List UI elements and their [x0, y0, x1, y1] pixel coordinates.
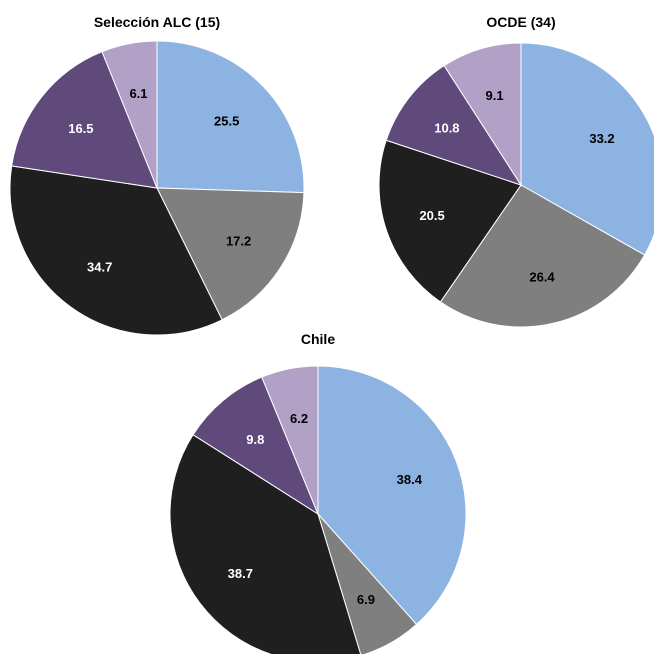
- slice-data-label: 6.1: [129, 86, 147, 101]
- slice-data-label: 10.8: [434, 121, 459, 136]
- pie-slice: [11, 51, 158, 189]
- slice-data-label: 25.5: [214, 114, 239, 129]
- slice-data-label: 38.7: [228, 566, 253, 581]
- slice-data-label: 38.4: [397, 472, 423, 487]
- pie-slice: [156, 187, 305, 321]
- pie-slice: [9, 165, 223, 336]
- pie-ocde: 33.2 26.4 20.5 10.8 9.1: [378, 42, 654, 328]
- slice-data-label: 6.2: [290, 411, 308, 426]
- pie-slice: [261, 365, 319, 515]
- slice-data-label: 9.8: [246, 432, 264, 447]
- pie-seleccion-alc: 25.5 17.2 34.7 16.5 6.1: [9, 40, 305, 336]
- slice-data-label: 17.2: [226, 234, 251, 249]
- slice-data-label: 20.5: [419, 208, 444, 223]
- pie-slice: [378, 139, 522, 303]
- pie-slice: [317, 513, 418, 654]
- pie-chile: 38.4 6.9 38.7 9.8 6.2: [169, 365, 467, 654]
- slice-data-label: 33.2: [589, 131, 614, 146]
- chart-title-seleccion-alc: Selección ALC (15): [94, 14, 220, 30]
- pie-slice: [439, 184, 646, 328]
- slice-data-label: 9.1: [486, 88, 504, 103]
- pie-chart-chile: Chile 38.4 6.9 38.7 9.8 6.2: [169, 331, 467, 654]
- pie-slice: [169, 434, 362, 654]
- pie-slice: [520, 42, 654, 256]
- chart-title-chile: Chile: [301, 331, 335, 347]
- slice-data-label: 26.4: [529, 269, 555, 284]
- slice-data-label: 16.5: [68, 121, 93, 136]
- pie-slice: [317, 365, 467, 626]
- pie-slice: [443, 42, 522, 187]
- pie-chart-seleccion-alc: Selección ALC (15) 25.5 17.2 34.7 16.5 6.1: [9, 14, 305, 336]
- pie-slice: [156, 40, 305, 194]
- pie-slice: [101, 40, 158, 189]
- pie-slice: [192, 376, 320, 516]
- pie-slice: [385, 64, 523, 186]
- slice-data-label: 34.7: [87, 259, 112, 274]
- slice-data-label: 6.9: [357, 592, 375, 607]
- chart-title-ocde: OCDE (34): [486, 14, 555, 30]
- pie-chart-ocde: OCDE (34) 33.2 26.4 20.5 10.8 9.1: [378, 14, 654, 328]
